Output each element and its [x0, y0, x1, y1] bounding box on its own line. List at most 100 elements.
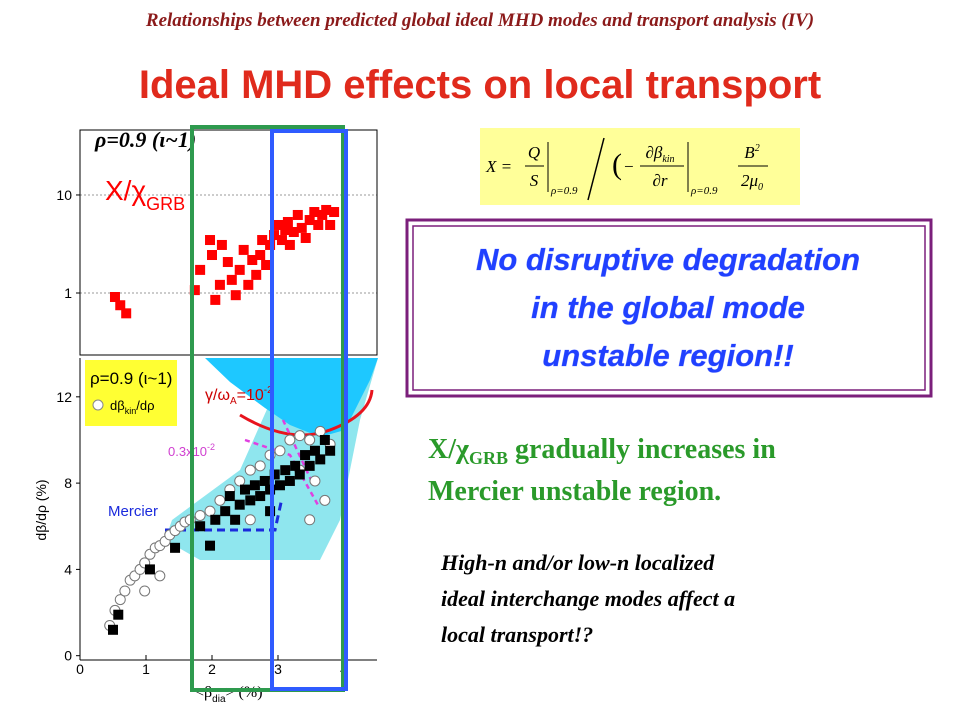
growth-contour: [239, 389, 374, 437]
point: [251, 269, 262, 280]
point: [234, 499, 245, 510]
formula-lhs: X =: [485, 157, 512, 176]
point: [114, 594, 126, 606]
mercier-boundary: [165, 497, 284, 532]
point: [119, 585, 131, 597]
x-title-text: > (%): [226, 684, 263, 701]
point: [319, 494, 331, 506]
point: [294, 469, 305, 480]
point: [294, 430, 306, 442]
chart-label: ρ=0.9 (ι~1): [94, 127, 196, 152]
point: [194, 509, 206, 521]
point: [214, 494, 226, 506]
note-line: ideal interchange modes affect a: [441, 586, 735, 611]
formula-sub: 0: [758, 182, 763, 193]
formula: X = Q S ρ=0.9 ( − ∂βkin ∂r ρ=0.9 B2 2μ0: [480, 128, 800, 205]
finding-sub: GRB: [469, 448, 508, 468]
low-text: 0.3x10: [168, 444, 207, 459]
point: [238, 244, 249, 255]
point: [290, 460, 301, 471]
point: [304, 460, 315, 471]
point: [230, 290, 241, 301]
low-growth-contour: [281, 419, 314, 483]
formula-sup: 2: [755, 143, 760, 154]
point: [269, 230, 280, 241]
point: [309, 475, 321, 487]
point: [243, 279, 254, 290]
point: [249, 480, 260, 491]
x-tick-label: 2: [208, 661, 216, 677]
point: [304, 514, 316, 526]
divide-slash: [587, 137, 605, 201]
growth-label: γ/ωA=10-2: [205, 385, 273, 407]
point: [329, 207, 340, 218]
point: [195, 521, 206, 532]
point: [304, 434, 316, 446]
y-tick-label: 4: [64, 561, 72, 577]
point: [274, 480, 285, 491]
formula-sub: ρ=0.9: [690, 185, 718, 197]
x-title-text: <β: [195, 684, 212, 701]
point: [240, 484, 250, 495]
header: Relationships between predicted global i…: [145, 10, 814, 31]
y-tick-label: 1: [64, 285, 72, 301]
callout-text: No disruptive degradation in the global …: [476, 242, 861, 374]
finding-text: X/χ: [428, 434, 470, 465]
point: [300, 232, 311, 243]
point: [254, 460, 266, 472]
point: [205, 540, 216, 551]
point: [280, 465, 291, 476]
point: [309, 445, 320, 456]
point: [113, 609, 124, 620]
point: [115, 300, 126, 311]
point: [244, 514, 256, 526]
point: [195, 264, 206, 275]
point: [205, 235, 216, 246]
x-tick-label: 3: [274, 661, 282, 677]
point: [207, 250, 217, 261]
growth-text: γ/ω: [205, 387, 230, 404]
point: [216, 239, 227, 250]
legend-box: [85, 360, 177, 426]
legend-text: dβ: [110, 398, 125, 413]
finding-line: X/χGRB gradually increases in: [428, 434, 776, 468]
point: [309, 207, 320, 218]
point: [257, 235, 268, 246]
point: [220, 506, 231, 517]
growth-sup: -2: [264, 385, 273, 396]
point: [255, 491, 266, 502]
point: [244, 464, 256, 476]
point: [321, 204, 332, 215]
unstable-region: [205, 358, 378, 437]
point: [154, 570, 166, 582]
plot-frame: [79, 129, 378, 356]
y-tick-label: 0: [64, 648, 72, 664]
formula-text: ∂β: [645, 143, 662, 162]
formula-num: B2: [744, 143, 759, 162]
point: [234, 264, 245, 275]
y-label-text: X/χ: [105, 175, 146, 206]
legend-title: ρ=0.9 (ι~1): [90, 369, 172, 388]
finding-line: Mercier unstable region.: [428, 476, 721, 507]
point: [121, 308, 132, 319]
low-growth-contour: [244, 438, 320, 506]
x-tick-label: 1: [142, 661, 150, 677]
finding-text: gradually increases in: [508, 434, 776, 465]
point: [284, 239, 295, 250]
point: [288, 226, 299, 237]
point: [317, 209, 328, 220]
point: [315, 454, 326, 465]
point: [276, 235, 287, 246]
point: [255, 250, 266, 261]
formula-sub: kin: [662, 154, 674, 165]
point: [273, 219, 283, 230]
formula-minus: −: [624, 157, 634, 176]
formula-sub: ρ=0.9: [550, 185, 578, 197]
legend-text: /dρ: [136, 398, 154, 413]
note-line: local transport!?: [441, 622, 593, 647]
formula-text: 2μ: [741, 171, 758, 190]
point: [274, 445, 286, 457]
point: [245, 495, 256, 506]
note: High-n and/or low-n localized ideal inte…: [440, 550, 735, 647]
